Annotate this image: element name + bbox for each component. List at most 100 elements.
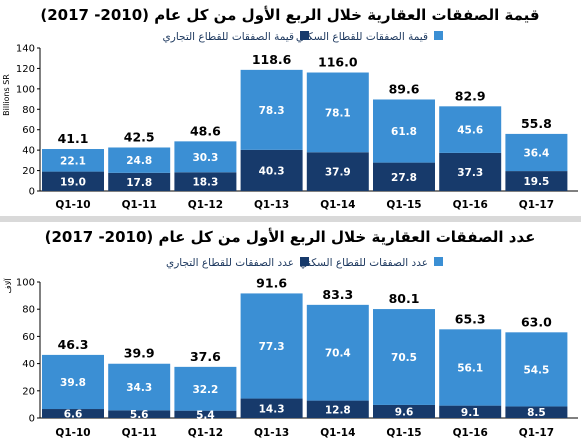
data-label-commercial: 19.0 <box>60 176 86 188</box>
data-label-total: 91.6 <box>256 275 287 290</box>
data-label-residential: 39.8 <box>60 377 86 389</box>
data-label-residential: 24.8 <box>126 155 152 167</box>
chart-count: عدد الصفقات العقارية خلال الربع الأول من… <box>3 228 578 439</box>
data-label-commercial: 27.8 <box>391 172 417 184</box>
bar-commercial <box>306 400 369 418</box>
bar-residential <box>439 329 502 406</box>
bar-residential <box>373 99 435 163</box>
legend-label-residential: قيمة الصفقات للقطاع السكني <box>296 31 428 43</box>
bar-residential <box>42 354 104 410</box>
bar-residential <box>306 72 369 153</box>
y-tick-label: 60 <box>22 332 35 343</box>
chart-value: قيمة الصفقات العقارية خلال الربع الأول م… <box>2 6 578 211</box>
data-label-total: 83.3 <box>322 287 353 302</box>
data-label-total: 116.0 <box>318 55 358 70</box>
data-label-residential: 32.2 <box>192 384 218 396</box>
data-label-commercial: 8.5 <box>527 407 546 419</box>
y-axis-unit-label: Billions SR <box>2 74 11 116</box>
chart-panel-count: عدد الصفقات العقارية خلال الربع الأول من… <box>0 222 581 448</box>
bar-commercial <box>42 409 104 418</box>
chart-title: عدد الصفقات العقارية خلال الربع الأول من… <box>45 228 536 246</box>
data-label-residential: 34.3 <box>126 382 152 394</box>
x-tick-label: Q1-10 <box>55 199 90 211</box>
bar-commercial <box>240 149 303 191</box>
bar-commercial <box>505 171 568 191</box>
x-tick-label: Q1-17 <box>519 427 554 439</box>
legend-label-commercial: عدد الصفقات للقطاع التجاري <box>166 257 294 269</box>
y-tick-label: 60 <box>22 125 35 136</box>
y-tick-label: 40 <box>22 146 35 157</box>
bar-commercial <box>439 152 502 191</box>
bar-residential <box>42 149 104 172</box>
data-label-total: 82.9 <box>455 88 486 103</box>
y-axis-unit-label: آلاف <box>3 278 13 294</box>
chart-panel-value: قيمة الصفقات العقارية خلال الربع الأول م… <box>0 0 581 216</box>
data-label-residential: 78.3 <box>259 105 285 117</box>
y-tick-label: 0 <box>29 414 35 425</box>
data-label-commercial: 12.8 <box>325 404 351 416</box>
bar-residential <box>505 332 568 407</box>
data-label-total: 89.6 <box>389 81 420 96</box>
data-label-commercial: 5.6 <box>130 409 149 421</box>
data-label-commercial: 5.4 <box>196 409 215 421</box>
data-label-commercial: 37.9 <box>325 167 351 179</box>
data-label-total: 65.3 <box>455 311 486 326</box>
data-label-residential: 77.3 <box>259 341 285 353</box>
data-label-total: 55.8 <box>521 116 552 131</box>
data-label-total: 39.9 <box>124 346 155 361</box>
bar-residential <box>108 363 171 411</box>
y-tick-label: 140 <box>16 44 35 55</box>
data-label-total: 118.6 <box>252 52 292 67</box>
data-label-commercial: 19.5 <box>523 176 549 188</box>
y-tick-label: 40 <box>22 359 35 370</box>
data-label-commercial: 9.6 <box>395 406 414 418</box>
data-label-commercial: 6.6 <box>64 409 83 421</box>
data-label-commercial: 14.3 <box>259 403 285 415</box>
y-tick-label: 20 <box>22 166 35 177</box>
x-tick-label: Q1-11 <box>122 427 157 439</box>
data-label-commercial: 17.8 <box>126 177 152 189</box>
data-label-residential: 70.4 <box>325 348 351 360</box>
bar-residential <box>306 304 369 401</box>
x-tick-label: Q1-14 <box>320 199 355 211</box>
data-label-residential: 30.3 <box>192 152 218 164</box>
chart-title: قيمة الصفقات العقارية خلال الربع الأول م… <box>40 6 539 24</box>
x-tick-label: Q1-15 <box>386 199 421 211</box>
x-tick-label: Q1-13 <box>254 199 289 211</box>
x-tick-label: Q1-12 <box>188 199 223 211</box>
bar-commercial <box>373 162 435 191</box>
legend-swatch-commercial <box>300 31 309 40</box>
legend-swatch-residential <box>434 257 443 266</box>
data-label-total: 37.6 <box>190 349 221 364</box>
data-label-commercial: 37.3 <box>457 167 483 179</box>
data-label-total: 46.3 <box>58 337 89 352</box>
x-tick-label: Q1-16 <box>453 427 488 439</box>
bar-residential <box>505 133 568 172</box>
data-label-residential: 22.1 <box>60 155 86 167</box>
x-tick-label: Q1-11 <box>122 199 157 211</box>
bar-commercial <box>174 410 237 418</box>
x-tick-label: Q1-13 <box>254 427 289 439</box>
bar-commercial <box>174 172 237 191</box>
data-label-residential: 78.1 <box>325 107 351 119</box>
bar-commercial <box>240 398 303 418</box>
x-tick-label: Q1-10 <box>55 427 90 439</box>
x-tick-label: Q1-15 <box>386 427 421 439</box>
x-tick-label: Q1-14 <box>320 427 355 439</box>
bar-residential <box>174 366 237 411</box>
y-tick-label: 120 <box>16 64 35 75</box>
legend-swatch-residential <box>434 31 443 40</box>
bar-commercial <box>42 171 104 191</box>
data-label-residential: 36.4 <box>523 147 549 159</box>
data-label-residential: 54.5 <box>523 364 549 376</box>
data-label-total: 42.5 <box>124 129 155 144</box>
data-label-total: 48.6 <box>190 123 221 138</box>
data-label-residential: 45.6 <box>457 125 483 137</box>
bar-commercial <box>108 172 171 191</box>
data-label-total: 63.0 <box>521 314 552 329</box>
legend-label-commercial: قيمة الصفقات للقطاع التجاري <box>163 31 294 43</box>
x-tick-label: Q1-16 <box>453 199 488 211</box>
y-tick-label: 20 <box>22 386 35 397</box>
data-label-commercial: 40.3 <box>259 165 285 177</box>
bar-residential <box>240 69 303 150</box>
